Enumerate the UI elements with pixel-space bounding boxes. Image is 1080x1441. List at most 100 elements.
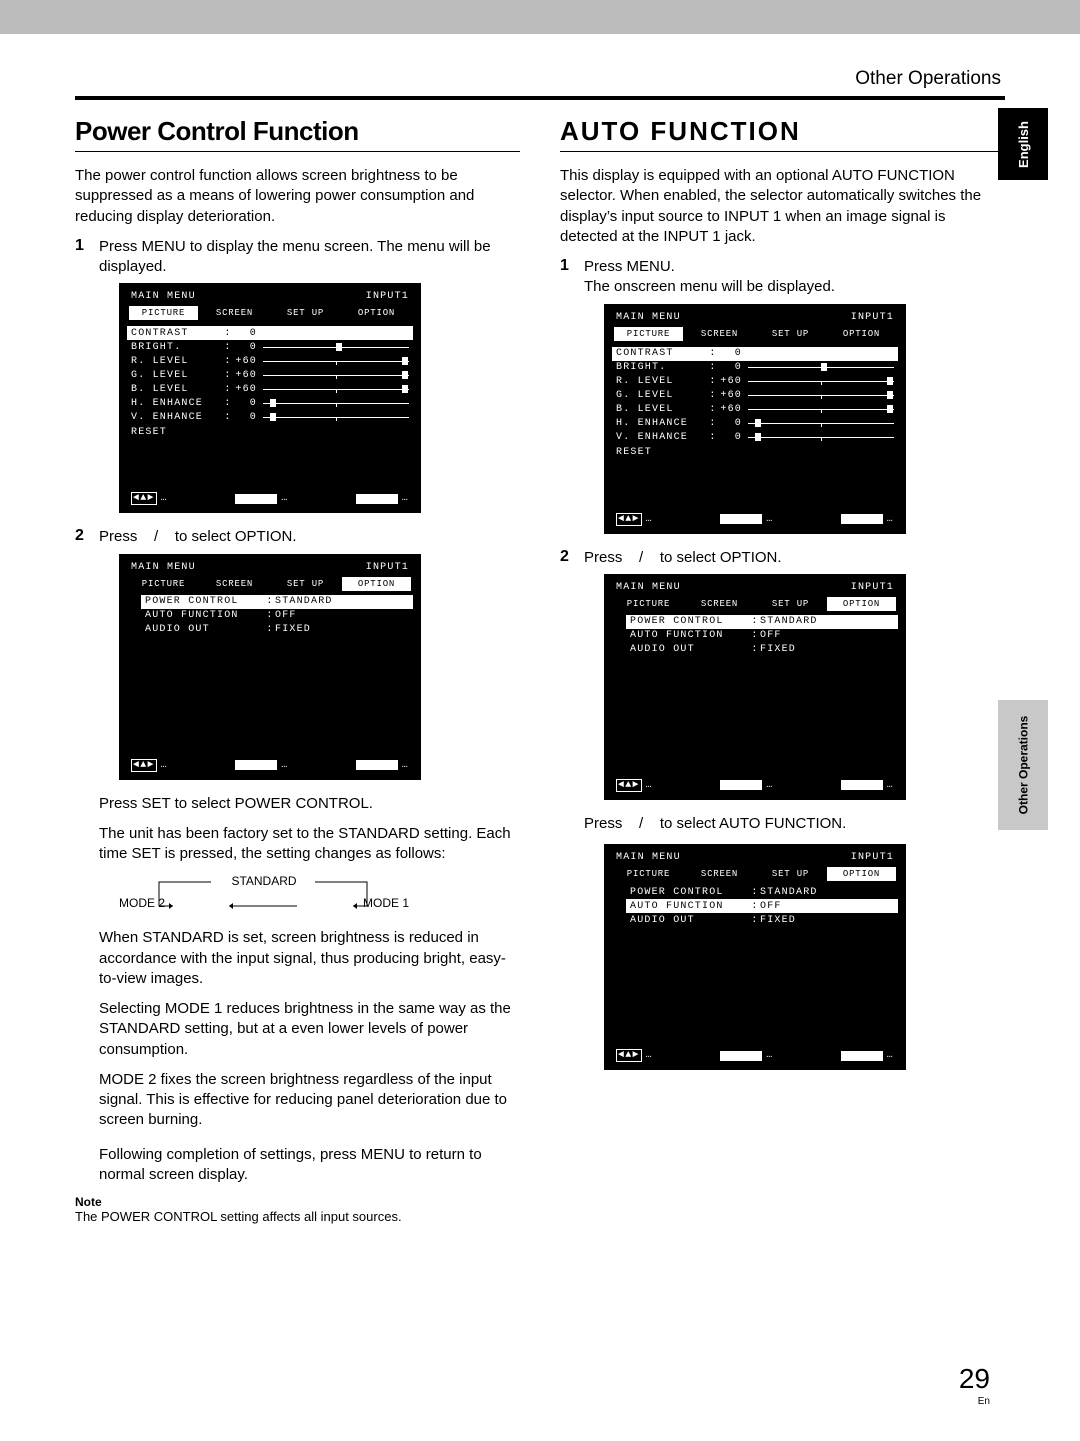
osd-row: CONTRAST:0 — [612, 347, 898, 361]
osd-tab: SET UP — [756, 327, 825, 341]
note-heading: Note — [75, 1195, 520, 1209]
osd-tab: PICTURE — [614, 867, 683, 881]
osd-row: G. LEVEL:+60 — [616, 389, 894, 403]
osd-row-label: POWER CONTROL — [630, 887, 750, 898]
right-intro: This display is equipped with an optiona… — [560, 166, 1005, 247]
osd-reset: RESET — [131, 424, 409, 438]
osd-tab: SCREEN — [685, 597, 754, 611]
osd-body: POWER CONTROL:STANDARDAUTO FUNCTION:OFFA… — [606, 885, 904, 1043]
osd-row: B. LEVEL:+60 — [616, 403, 894, 417]
foot-indicator — [720, 780, 762, 790]
osd-row-value: OFF — [760, 901, 782, 912]
osd-row-label: H. ENHANCE — [616, 418, 708, 429]
nav-icon: ◄▲► — [131, 492, 157, 505]
osd-row-value: 0 — [233, 398, 263, 409]
osd-panel: MAIN MENUINPUT1PICTURESCREENSET UPOPTION… — [604, 844, 906, 1070]
osd-row-value: OFF — [275, 610, 297, 621]
osd-row-label: AUTO FUNCTION — [145, 610, 265, 621]
osd-reset: RESET — [616, 445, 894, 459]
osd-body: POWER CONTROL:STANDARDAUTO FUNCTION:OFFA… — [606, 615, 904, 773]
osd-tabs: PICTURESCREENSET UPOPTION — [606, 327, 904, 345]
osd-row-value: 0 — [718, 432, 748, 443]
osd-row: G. LEVEL:+60 — [131, 368, 409, 382]
osd-tab: PICTURE — [129, 577, 198, 591]
osd-row-label: R. LEVEL — [616, 376, 708, 387]
osd-row-value: +60 — [233, 384, 263, 395]
osd-row-value: 0 — [718, 348, 748, 359]
osd-row-label: AUDIO OUT — [630, 915, 750, 926]
step-1a: Press MENU. — [584, 258, 675, 275]
page-number: 29 — [959, 1363, 990, 1395]
osd-row-value: 0 — [233, 328, 263, 339]
osd-tabs: PICTURESCREENSET UPOPTION — [121, 577, 419, 595]
osd-row-value: 0 — [233, 412, 263, 423]
osd-tabs: PICTURESCREENSET UPOPTION — [606, 597, 904, 615]
osd-picture-1: MAIN MENUINPUT1PICTURESCREENSET UPOPTION… — [119, 283, 520, 513]
osd-tab: SET UP — [271, 306, 340, 320]
mode-diagram: STANDARD MODE 2 MODE 1 — [119, 874, 409, 916]
osd-row: AUTO FUNCTION:OFF — [630, 629, 894, 643]
osd-row-label: R. LEVEL — [131, 356, 223, 367]
osd-option-2: MAIN MENUINPUT1PICTURESCREENSET UPOPTION… — [604, 574, 1005, 800]
osd-row: BRIGHT.:0 — [131, 340, 409, 354]
osd-row: AUDIO OUT:FIXED — [145, 623, 409, 637]
step-number: 1 — [560, 257, 574, 298]
page: Other Operations English Other Operation… — [0, 0, 1080, 1441]
osd-row-label: G. LEVEL — [616, 390, 708, 401]
osd-row-label: AUTO FUNCTION — [630, 901, 750, 912]
desc-mode1: Selecting MODE 1 reduces brightness in t… — [99, 999, 520, 1060]
osd-tabs: PICTURESCREENSET UPOPTION — [606, 867, 904, 885]
section-label: Other Operations — [75, 68, 1005, 90]
osd-row-label: AUDIO OUT — [630, 644, 750, 655]
osd-row-value: STANDARD — [760, 887, 818, 898]
nav-icon: ◄▲► — [616, 513, 642, 526]
osd-panel: MAIN MENUINPUT1PICTURESCREENSET UPOPTION… — [119, 283, 421, 513]
foot-indicator — [841, 1051, 883, 1061]
page-lang: En — [978, 1396, 990, 1407]
osd-tab: PICTURE — [614, 597, 683, 611]
osd-row-value: FIXED — [760, 915, 796, 926]
foot-indicator — [235, 760, 277, 770]
columns: Power Control Function The power control… — [0, 100, 1080, 1226]
osd-tab: OPTION — [827, 327, 896, 341]
step-1b: The onscreen menu will be displayed. — [584, 278, 835, 295]
osd-footer: ◄▲►……… — [121, 486, 419, 511]
osd-row-label: B. LEVEL — [131, 384, 223, 395]
osd-row: POWER CONTROL:STANDARD — [626, 615, 898, 629]
osd-row-value: STANDARD — [275, 596, 333, 607]
slider — [263, 329, 409, 337]
osd-tab: SET UP — [756, 597, 825, 611]
osd-tab: OPTION — [827, 597, 896, 611]
osd-panel: MAIN MENUINPUT1PICTURESCREENSET UPOPTION… — [604, 304, 906, 534]
osd-row-value: 0 — [718, 418, 748, 429]
left-step-2: 2 Press / to select OPTION. — [75, 527, 520, 547]
osd-title: MAIN MENUINPUT1 — [121, 285, 419, 306]
osd-row: AUDIO OUT:FIXED — [630, 913, 894, 927]
osd-row-label: CONTRAST — [131, 328, 223, 339]
foot-indicator — [720, 1051, 762, 1061]
osd-row: V. ENHANCE:0 — [616, 431, 894, 445]
osd-row: BRIGHT.:0 — [616, 361, 894, 375]
osd-row: B. LEVEL:+60 — [131, 382, 409, 396]
left-title: Power Control Function — [75, 116, 520, 147]
step-number: 2 — [75, 527, 89, 547]
left-step-1: 1 Press MENU to display the menu screen.… — [75, 237, 520, 278]
foot-indicator — [356, 760, 398, 770]
after-step2-line1: Press SET to select POWER CONTROL. — [99, 794, 520, 814]
step-1-text: Press MENU. The onscreen menu will be di… — [584, 257, 1005, 298]
foot-indicator — [235, 494, 277, 504]
osd-footer: ◄▲►……… — [606, 1043, 904, 1068]
osd-row-label: AUDIO OUT — [145, 624, 265, 635]
osd-tab: PICTURE — [614, 327, 683, 341]
slider — [263, 357, 409, 365]
osd-row-value: +60 — [718, 404, 748, 415]
osd-row-value: +60 — [718, 376, 748, 387]
slider — [748, 350, 894, 358]
header: Other Operations — [0, 34, 1080, 100]
osd-row-label: V. ENHANCE — [131, 412, 223, 423]
osd-row-label: BRIGHT. — [131, 342, 223, 353]
osd-row: POWER CONTROL:STANDARD — [141, 595, 413, 609]
osd-row-value: STANDARD — [760, 616, 818, 627]
osd-row-value: +60 — [718, 390, 748, 401]
osd-row-value: +60 — [233, 356, 263, 367]
